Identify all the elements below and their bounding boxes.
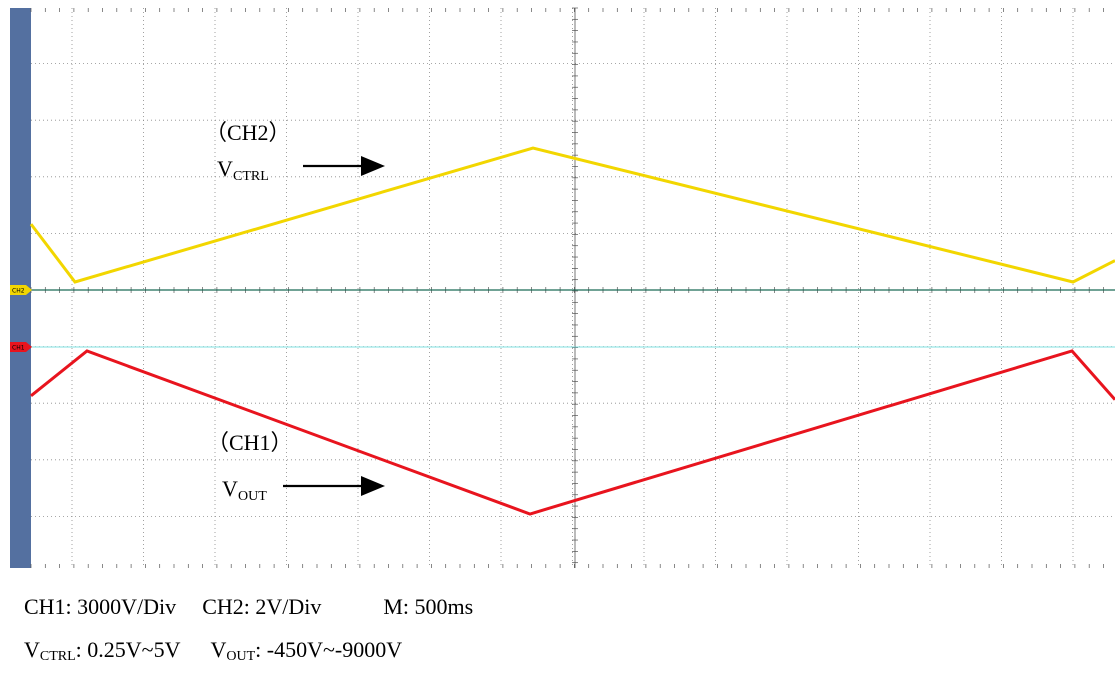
- label-ch2: （CH2） V CTRL: [205, 120, 385, 184]
- caption-range-line: VCTRL: 0.25V~5V VOUT: -450V~-9000V: [24, 637, 402, 665]
- arrow-icon: [361, 156, 385, 176]
- trace-ch1: [30, 349, 1115, 516]
- caption-vctrl-sub: CTRL: [39, 649, 76, 664]
- caption-vctrl-name: V: [24, 637, 40, 662]
- caption-ch1-scale: CH1: 3000V/Div: [24, 594, 177, 619]
- channel-marker-ch1: CH1: [10, 342, 32, 352]
- label-channel-tag: （CH2）: [205, 120, 291, 145]
- arrow-icon: [361, 476, 385, 496]
- caption-vctrl-range: : 0.25V~5V: [75, 637, 181, 662]
- label-signal-name: V: [217, 156, 233, 181]
- trace-ch2: [29, 146, 1115, 284]
- label-signal-name: V: [222, 476, 238, 501]
- channel-marker-label: CH2: [12, 288, 25, 295]
- caption-vout-range: : -450V~-9000V: [255, 637, 403, 662]
- caption-vout-name: V: [210, 637, 227, 662]
- caption-ch2-scale: CH2: 2V/Div: [202, 594, 322, 619]
- caption-timebase: M: 500ms: [383, 594, 474, 619]
- label-signal-subscript: OUT: [238, 489, 267, 504]
- label-ch1: （CH1） V OUT: [207, 430, 385, 504]
- caption-scale-line: CH1: 3000V/Div CH2: 2V/Div M: 500ms: [24, 594, 473, 620]
- channel-marker-label: CH1: [12, 345, 25, 352]
- label-signal-subscript: CTRL: [233, 169, 269, 184]
- channel-marker-ch2: CH2: [10, 285, 32, 295]
- caption-vout-sub: OUT: [226, 649, 256, 664]
- label-channel-tag: （CH1）: [207, 430, 293, 455]
